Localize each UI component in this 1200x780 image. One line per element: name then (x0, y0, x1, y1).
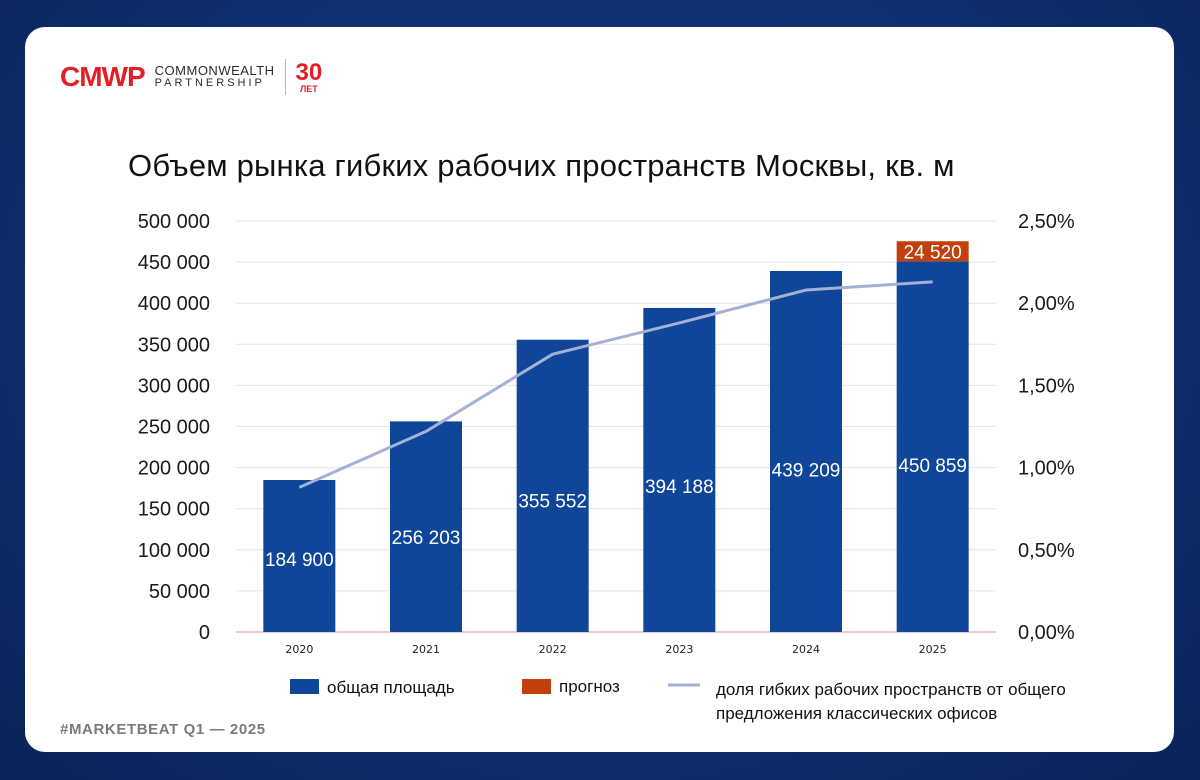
gridlines (236, 220, 996, 633)
y-tick-left-label: 500 000 (138, 211, 210, 233)
legend-label-share-line1: доля гибких рабочих пространств от общег… (716, 680, 1066, 699)
logo-line-2: PARTNERSHIP (154, 77, 265, 89)
bar-total (390, 421, 462, 632)
bar-forecast (896, 241, 969, 262)
cmwp-logo-mark: CMWP (60, 61, 146, 92)
y-tick-left-label: 50 000 (149, 581, 210, 603)
bar-value-label: 256 203 (392, 528, 461, 549)
bar-total (263, 480, 336, 632)
y-tick-right-label: 2,50% (1018, 211, 1075, 233)
bars: 184 900 256 203 355 552 394 188 439 209 24 52… (263, 241, 969, 632)
share-line (298, 280, 933, 489)
company-logo: CMWP COMMONWEALTH PARTNERSHIP 30 ЛЕТ (60, 57, 322, 97)
y-axis-left: 0 50 000 100 000 150 000 200 000 250 000 300 0… (138, 211, 210, 644)
bar-total (770, 270, 842, 632)
bar-value-label: 355 552 (518, 491, 587, 512)
y-tick-left-label: 400 000 (138, 293, 210, 315)
chart-title: Объем рынка гибких рабочих пространств М… (128, 148, 955, 183)
legend-swatch-forecast (522, 679, 551, 694)
anniversary-number: 30 (295, 58, 323, 86)
y-tick-left-label: 150 000 (138, 499, 210, 521)
logo-divider (284, 59, 286, 95)
y-tick-right-label: 1,00% (1018, 458, 1075, 480)
x-tick-label: 2025 (919, 643, 947, 656)
legend-label-share-line2: предложения классических офисов (716, 704, 997, 723)
anniversary-label: ЛЕТ (299, 83, 318, 94)
bar-value-label: 450 859 (898, 456, 967, 477)
y-tick-left-label: 350 000 (138, 334, 210, 356)
legend-swatch-total (290, 679, 319, 694)
chart-card (25, 27, 1174, 752)
x-tick-label: 2020 (285, 643, 313, 656)
bar-total (896, 261, 969, 632)
bar-value-label: 184 900 (265, 550, 334, 571)
y-tick-left-label: 200 000 (138, 458, 210, 480)
legend: общая площадь прогноз доля гибких рабочи… (290, 677, 1066, 723)
x-tick-label: 2024 (792, 643, 820, 656)
y-tick-left-label: 450 000 (138, 252, 210, 274)
y-tick-left-label: 0 (199, 622, 210, 644)
y-tick-left-label: 300 000 (138, 375, 210, 397)
y-axis-right: 0,00% 0,50% 1,00% 1,50% 2,00% 2,50% (1018, 211, 1075, 644)
y-tick-left-label: 250 000 (138, 417, 210, 439)
y-tick-right-label: 0,50% (1018, 540, 1075, 562)
y-tick-right-label: 0,00% (1018, 622, 1075, 644)
x-tick-label: 2023 (665, 643, 693, 656)
x-axis: 2020 2021 2022 2023 2024 2025 (285, 643, 946, 656)
anniversary-badge: 30 ЛЕТ (295, 58, 323, 94)
bar-value-label: 439 209 (772, 461, 841, 482)
x-tick-label: 2021 (412, 643, 440, 656)
y-tick-left-label: 100 000 (138, 540, 210, 562)
bar-total (643, 307, 716, 632)
bar-value-label: 394 188 (645, 477, 714, 498)
logo-wordmark: COMMONWEALTH PARTNERSHIP (155, 64, 275, 90)
logo-line-1: COMMONWEALTH (154, 63, 275, 78)
legend-label-forecast: прогноз (559, 677, 620, 696)
share-line-series (298, 280, 933, 489)
legend-label-total: общая площадь (327, 678, 455, 697)
bar-forecast-label: 24 520 (904, 242, 962, 263)
bar-total (516, 339, 589, 632)
footer-tag: #MARKETBEAT Q1 — 2025 (60, 721, 266, 738)
y-tick-right-label: 2,00% (1018, 293, 1075, 315)
y-tick-right-label: 1,50% (1018, 375, 1075, 397)
x-tick-label: 2022 (539, 643, 567, 656)
